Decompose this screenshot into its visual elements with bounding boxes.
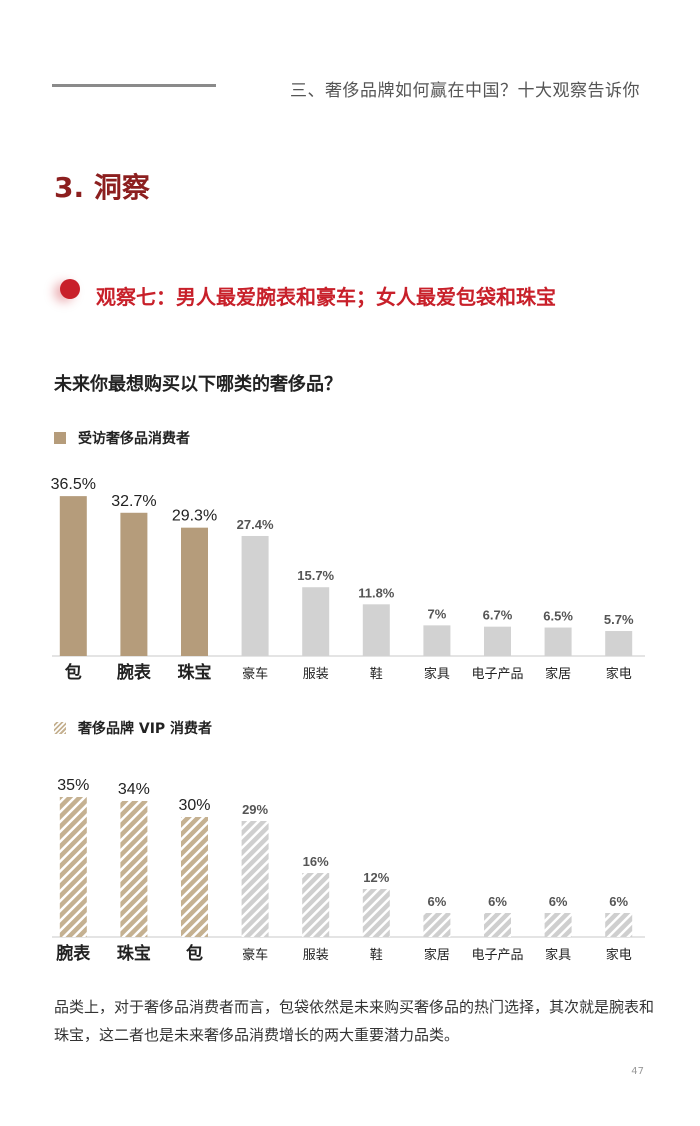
bar-value-label: 6.7% (483, 608, 513, 623)
bar-value-label: 6% (428, 894, 447, 909)
bar (120, 512, 148, 656)
bar (120, 801, 148, 937)
bar-value-label: 30% (178, 797, 210, 814)
bar (362, 889, 390, 937)
category-label: 腕表 (117, 662, 152, 683)
bar-value-label: 6.5% (543, 609, 573, 624)
page-header-title: 三、奢侈品牌如何赢在中国？十大观察告诉你 (290, 81, 640, 101)
category-label: 家具 (545, 947, 571, 963)
bar (423, 625, 451, 656)
bar (484, 913, 511, 937)
bar (605, 913, 633, 937)
category-label: 珠宝 (178, 662, 212, 683)
bar (241, 821, 269, 937)
category-label: 鞋 (370, 947, 383, 963)
category-label: 腕表 (56, 943, 91, 964)
chart-consumers: 36.5% 包 32.7% 腕表 29.3% 珠宝 27.4% 豪车 15.7% 服装 11.8% 鞋… (0, 470, 700, 690)
legend-swatch-solid (54, 432, 66, 444)
bar (302, 587, 330, 656)
category-label: 家电 (606, 947, 632, 963)
category-label: 电子产品 (471, 948, 523, 963)
bar (605, 631, 633, 656)
bar (241, 535, 269, 656)
bar-value-label: 34% (118, 781, 150, 798)
chart-vip-svg: 35% 腕表 34% 珠宝 30% 包 29% 豪车 16% 服装 12% 鞋 6% 家居 6% 电子产品 6%… (52, 777, 645, 964)
category-label: 服装 (303, 667, 329, 682)
legend-vip: 奢侈品牌 VIP 消费者 (54, 718, 212, 738)
bar-value-label: 32.7% (111, 493, 156, 510)
bar (59, 797, 87, 937)
bar (544, 913, 572, 937)
legend-swatch-hatched (54, 722, 66, 734)
bar-value-label: 29.3% (172, 508, 217, 525)
category-label: 服装 (303, 948, 329, 963)
category-label: 包 (186, 943, 203, 964)
category-label: 家居 (545, 666, 571, 682)
bar-value-label: 6% (609, 894, 628, 909)
legend-consumers: 受访奢侈品消费者 (54, 428, 190, 448)
category-label: 电子产品 (471, 667, 523, 682)
section-title: 3. 洞察 (54, 171, 150, 204)
legend-label-vip: 奢侈品牌 VIP 消费者 (78, 721, 213, 737)
category-label: 豪车 (242, 666, 268, 682)
legend-label-consumers: 受访奢侈品消费者 (78, 431, 190, 447)
observation-title: 观察七：男人最爱腕表和豪车；女人最爱包袋和珠宝 (96, 285, 556, 309)
bar-value-label: 6% (488, 894, 507, 909)
summary-paragraph: 品类上，对于奢侈品消费者而言，包袋依然是未来购买奢侈品的热门选择，其次就是腕表和… (54, 998, 655, 1044)
bar (181, 817, 208, 937)
bar-value-label: 15.7% (297, 568, 334, 583)
category-label: 珠宝 (117, 943, 151, 964)
bar (544, 627, 572, 656)
bar-value-label: 11.8% (358, 585, 395, 600)
bar (423, 913, 451, 937)
header-rule (52, 84, 216, 87)
chart-consumers-svg: 36.5% 包 32.7% 腕表 29.3% 珠宝 27.4% 豪车 15.7% 服装 11.8% 鞋… (51, 476, 645, 683)
bar-value-label: 7% (428, 606, 447, 621)
category-label: 家具 (424, 666, 450, 682)
category-label: 鞋 (370, 666, 383, 682)
bar (59, 496, 87, 656)
bar (362, 604, 390, 656)
bar-value-label: 6% (549, 894, 568, 909)
bar-value-label: 16% (303, 854, 329, 869)
category-label: 豪车 (242, 947, 268, 963)
bar (181, 527, 208, 656)
category-label: 家居 (424, 947, 450, 963)
chart-vip: 35% 腕表 34% 珠宝 30% 包 29% 豪车 16% 服装 12% 鞋 6% 家居 6% 电子产品 6%… (0, 755, 700, 970)
bar-value-label: 29% (242, 802, 268, 817)
bar-value-label: 5.7% (604, 612, 634, 627)
bar (302, 873, 330, 937)
bar-value-label: 12% (363, 870, 389, 885)
category-label: 家电 (606, 666, 632, 682)
category-label: 包 (65, 662, 82, 683)
chart-question: 未来你最想购买以下哪类的奢侈品？ (54, 374, 342, 395)
observation-bullet-icon (60, 279, 80, 299)
bar-value-label: 27.4% (237, 517, 274, 532)
bar (484, 626, 511, 656)
bar-value-label: 35% (57, 777, 89, 794)
page-number: 47 (631, 1066, 644, 1077)
bar-value-label: 36.5% (51, 476, 96, 493)
